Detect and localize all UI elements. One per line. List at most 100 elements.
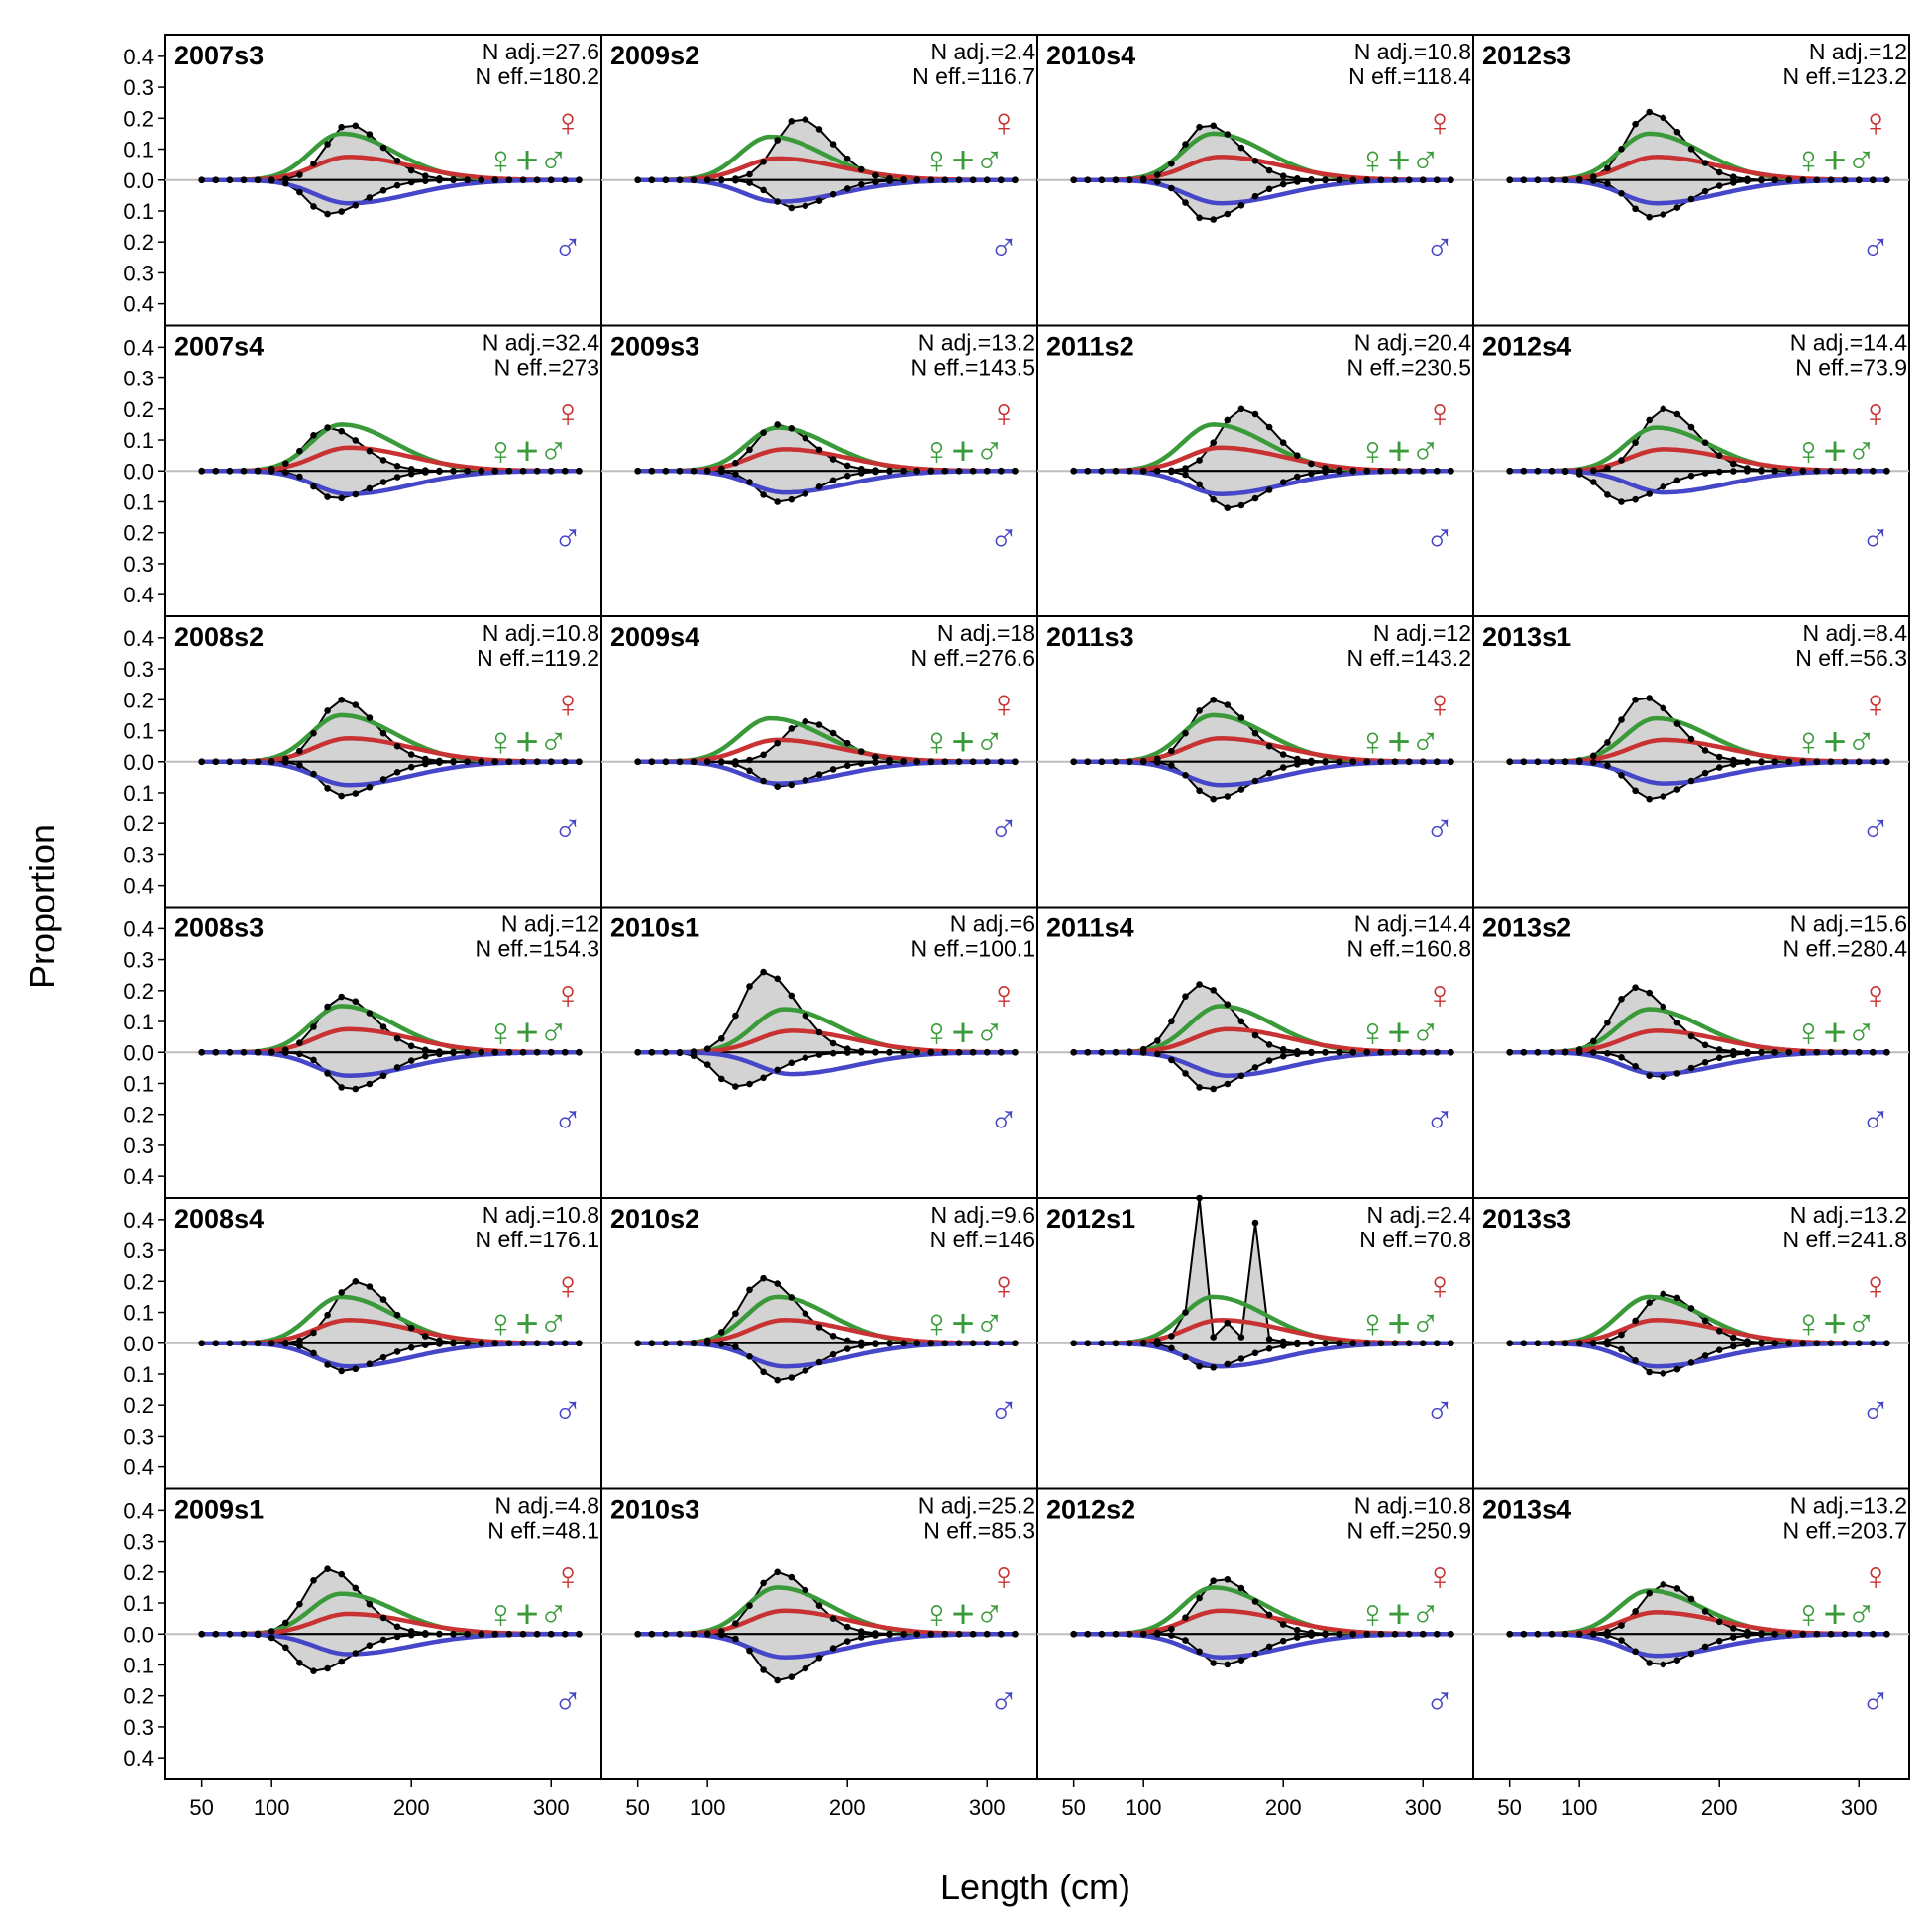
male-point <box>324 1361 331 1368</box>
panel-2007s3: 0.4 0.3 0.2 0.1 0.0 0.1 0.2 0.3 0.4 2007s3 N adj.=… <box>123 34 602 327</box>
n-adj-label: N adj.=12 <box>501 912 599 937</box>
panel-title: 2013s1 <box>1482 622 1571 652</box>
female-point <box>1590 467 1597 475</box>
x-tick-label: 50 <box>189 1795 213 1820</box>
panel-title: 2009s3 <box>610 332 699 362</box>
n-eff-label: N eff.=56.3 <box>1795 645 1907 671</box>
male-point <box>1701 1643 1709 1651</box>
male-point <box>296 761 303 769</box>
female-point <box>1632 984 1639 991</box>
male-point <box>254 1049 262 1056</box>
male-point <box>1758 176 1765 184</box>
male-point <box>1799 758 1807 766</box>
male-point <box>955 1340 963 1347</box>
male-point <box>1673 786 1681 793</box>
male-point <box>1785 1340 1792 1347</box>
male-point <box>1237 1072 1245 1080</box>
male-point <box>872 1632 879 1639</box>
y-tick-label: 0.0 <box>123 168 154 193</box>
male-point <box>690 468 698 475</box>
female-point <box>296 1039 303 1046</box>
male-point <box>941 758 949 766</box>
male-point <box>969 1631 977 1638</box>
female-point <box>1687 423 1695 431</box>
male-point <box>662 1631 670 1638</box>
female-point <box>1279 751 1287 758</box>
male-point <box>1112 468 1120 475</box>
male-point <box>576 468 583 475</box>
male-point <box>338 494 346 502</box>
male-point <box>1308 1340 1315 1347</box>
female-point <box>1590 1037 1597 1045</box>
n-eff-label: N eff.=230.5 <box>1346 355 1471 380</box>
male-point <box>366 1360 374 1367</box>
male-point <box>1646 1660 1653 1666</box>
male-point <box>1237 501 1245 509</box>
y-tick-label: 0.3 <box>123 367 154 391</box>
male-point <box>1405 758 1413 766</box>
female-point <box>1168 747 1175 755</box>
y-tick-label: 0.2 <box>123 811 154 836</box>
female-point <box>379 144 387 152</box>
female-point <box>310 160 317 167</box>
male-point <box>226 1049 234 1056</box>
male-point <box>1448 758 1454 766</box>
male-point <box>1210 795 1217 803</box>
male-point <box>1182 1637 1189 1644</box>
male-point <box>478 758 485 766</box>
male-point <box>718 758 725 766</box>
male-point <box>1632 1357 1639 1364</box>
male-point <box>1632 205 1639 213</box>
male-point <box>1154 1631 1161 1638</box>
male-point <box>1673 1365 1681 1373</box>
male-point <box>1758 758 1765 766</box>
male-symbol: ♂ <box>989 517 1019 561</box>
y-tick-label: 0.2 <box>123 397 154 422</box>
female-point <box>1182 141 1189 148</box>
male-point <box>1618 772 1625 779</box>
male-point <box>1308 177 1315 184</box>
male-point <box>788 204 796 212</box>
male-point <box>1294 473 1301 481</box>
female-point <box>802 717 809 725</box>
male-point <box>366 1080 374 1088</box>
n-eff-label: N eff.=100.1 <box>911 936 1035 962</box>
male-point <box>1182 1353 1189 1361</box>
male-point <box>1448 176 1454 184</box>
male-point <box>1182 471 1189 479</box>
male-point <box>1419 468 1427 475</box>
female-point <box>858 165 865 173</box>
male-point <box>648 1631 656 1638</box>
male-point <box>998 176 1005 184</box>
male-point <box>1322 468 1329 476</box>
y-tick-label: 0.4 <box>123 1498 154 1523</box>
female-symbol: ♀ <box>1861 683 1890 726</box>
male-point <box>1715 1346 1723 1353</box>
male-point <box>1154 1341 1161 1348</box>
male-point <box>900 1631 907 1638</box>
male-point <box>1827 758 1835 766</box>
male-symbol: ♂ <box>1861 1680 1890 1724</box>
male-point <box>464 176 471 184</box>
male-point <box>1715 1054 1723 1062</box>
n-eff-label: N eff.=241.8 <box>1782 1227 1907 1252</box>
female-point <box>1237 405 1245 413</box>
male-point <box>491 1340 499 1347</box>
y-tick-label: 0.1 <box>123 719 154 744</box>
male-point <box>858 180 865 188</box>
male-symbol: ♂ <box>989 1099 1019 1142</box>
male-point <box>1294 1050 1301 1058</box>
y-tick-label: 0.0 <box>123 750 154 775</box>
male-point <box>941 1049 949 1056</box>
n-eff-label: N eff.=118.4 <box>1348 63 1471 89</box>
n-adj-label: N adj.=12 <box>1809 39 1907 64</box>
y-tick-label: 0.1 <box>123 1591 154 1616</box>
female-symbol: ♀ <box>1425 1264 1454 1308</box>
female-point <box>338 697 346 703</box>
female-point <box>1224 701 1232 708</box>
male-point <box>913 176 920 184</box>
female-symbol: ♀ <box>989 683 1019 726</box>
female-point <box>1210 439 1217 447</box>
male-point <box>843 1345 851 1352</box>
y-tick-label: 0.0 <box>123 1040 154 1065</box>
